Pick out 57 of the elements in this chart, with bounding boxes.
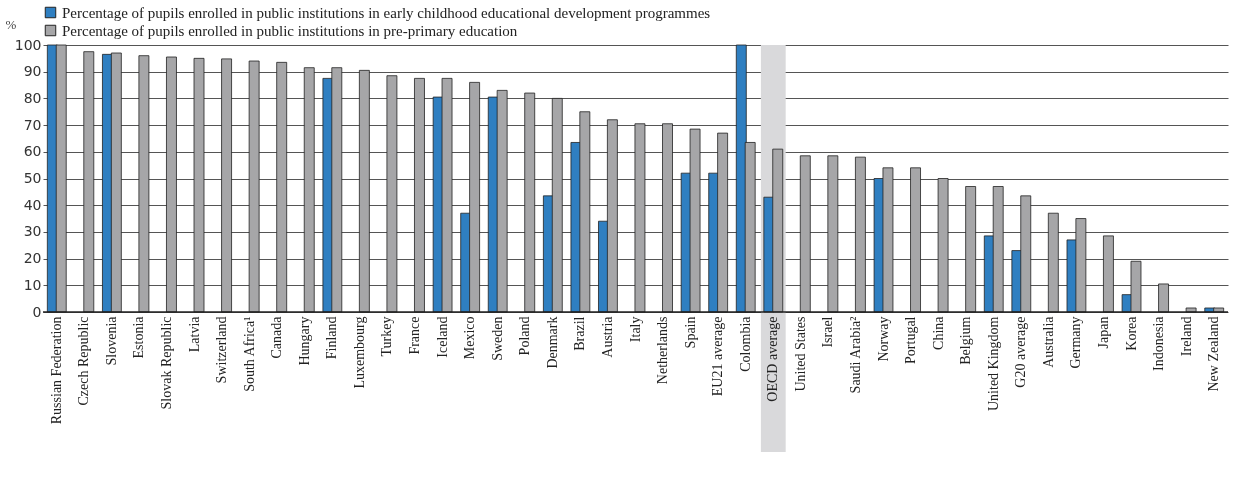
y-tick-label: 40: [23, 196, 42, 213]
x-tick-label: Australia: [1040, 315, 1056, 368]
x-tick-label: United Kingdom: [985, 316, 1001, 411]
x-tick-label: OECD average: [765, 316, 781, 402]
x-tick-label: Estonia: [131, 315, 147, 359]
x-tick-label: Brazil: [572, 316, 588, 351]
x-tick-label: Mexico: [462, 316, 478, 360]
x-tick-label: Belgium: [958, 316, 974, 365]
x-tick-label: United States: [792, 316, 808, 392]
y-tick-label: 60: [23, 143, 42, 160]
y-tick-label: 30: [23, 223, 42, 240]
x-tick-label: Portugal: [903, 316, 919, 364]
x-tick-label: Russian Federation: [48, 316, 64, 425]
y-axis-title: %: [5, 16, 17, 32]
x-tick-label: Japan: [1095, 316, 1111, 349]
y-tick-label: 90: [23, 63, 42, 80]
y-tick-label: 70: [23, 116, 42, 133]
x-tick-label: Czech Republic: [76, 316, 92, 406]
x-tick-label: Saudi Arabia²: [847, 316, 863, 394]
x-tick-label: Spain: [682, 316, 698, 349]
x-tick-label: Indonesia: [1151, 315, 1167, 371]
x-tick-label: Finland: [324, 316, 340, 360]
x-tick-label: Germany: [1068, 316, 1084, 369]
x-tick-label: Colombia: [737, 315, 753, 372]
y-tick-label: 80: [23, 89, 42, 106]
x-tick-label: EU21 average: [710, 316, 726, 397]
x-tick-label: Luxembourg: [351, 316, 367, 389]
x-tick-label: Ireland: [1178, 316, 1194, 357]
y-tick-label: 0: [32, 303, 42, 320]
x-tick-label: Israel: [820, 316, 836, 348]
x-tick-label: New Zealand: [1206, 316, 1222, 392]
legend-label: Percentage of pupils enrolled in public institutions in pre-primary education: [62, 22, 518, 39]
x-tick-label: Italy: [627, 316, 643, 343]
x-tick-label: Denmark: [544, 316, 560, 369]
legend-label: Percentage of pupils enrolled in public institutions in early childhood educational development programmes: [62, 4, 711, 21]
x-tick-label: Korea: [1123, 315, 1139, 351]
x-tick-label: China: [930, 315, 946, 350]
x-tick-label: South Africa¹: [241, 316, 257, 392]
x-tick-label: Iceland: [434, 316, 450, 358]
y-tick-label: 10: [23, 276, 42, 293]
x-tick-label: Hungary: [296, 316, 312, 366]
x-tick-label: Slovak Republic: [159, 316, 175, 410]
x-tick-label: Sweden: [489, 316, 505, 361]
x-tick-label: France: [407, 316, 423, 355]
x-tick-label: Latvia: [186, 315, 202, 353]
x-tick-label: Netherlands: [655, 316, 671, 385]
x-tick-label: Switzerland: [214, 316, 230, 384]
x-tick-label: Norway: [875, 316, 891, 362]
y-tick-label: 50: [23, 170, 42, 186]
y-tick-label: 100: [14, 36, 42, 53]
x-tick-label: Austria: [599, 315, 615, 358]
x-tick-label: Poland: [517, 316, 533, 356]
x-tick-label: Canada: [269, 315, 285, 359]
x-tick-label: G20 average: [1013, 316, 1029, 388]
x-tick-label: Turkey: [379, 316, 395, 357]
y-tick-label: 20: [23, 250, 42, 267]
x-tick-label: Slovenia: [103, 315, 119, 366]
